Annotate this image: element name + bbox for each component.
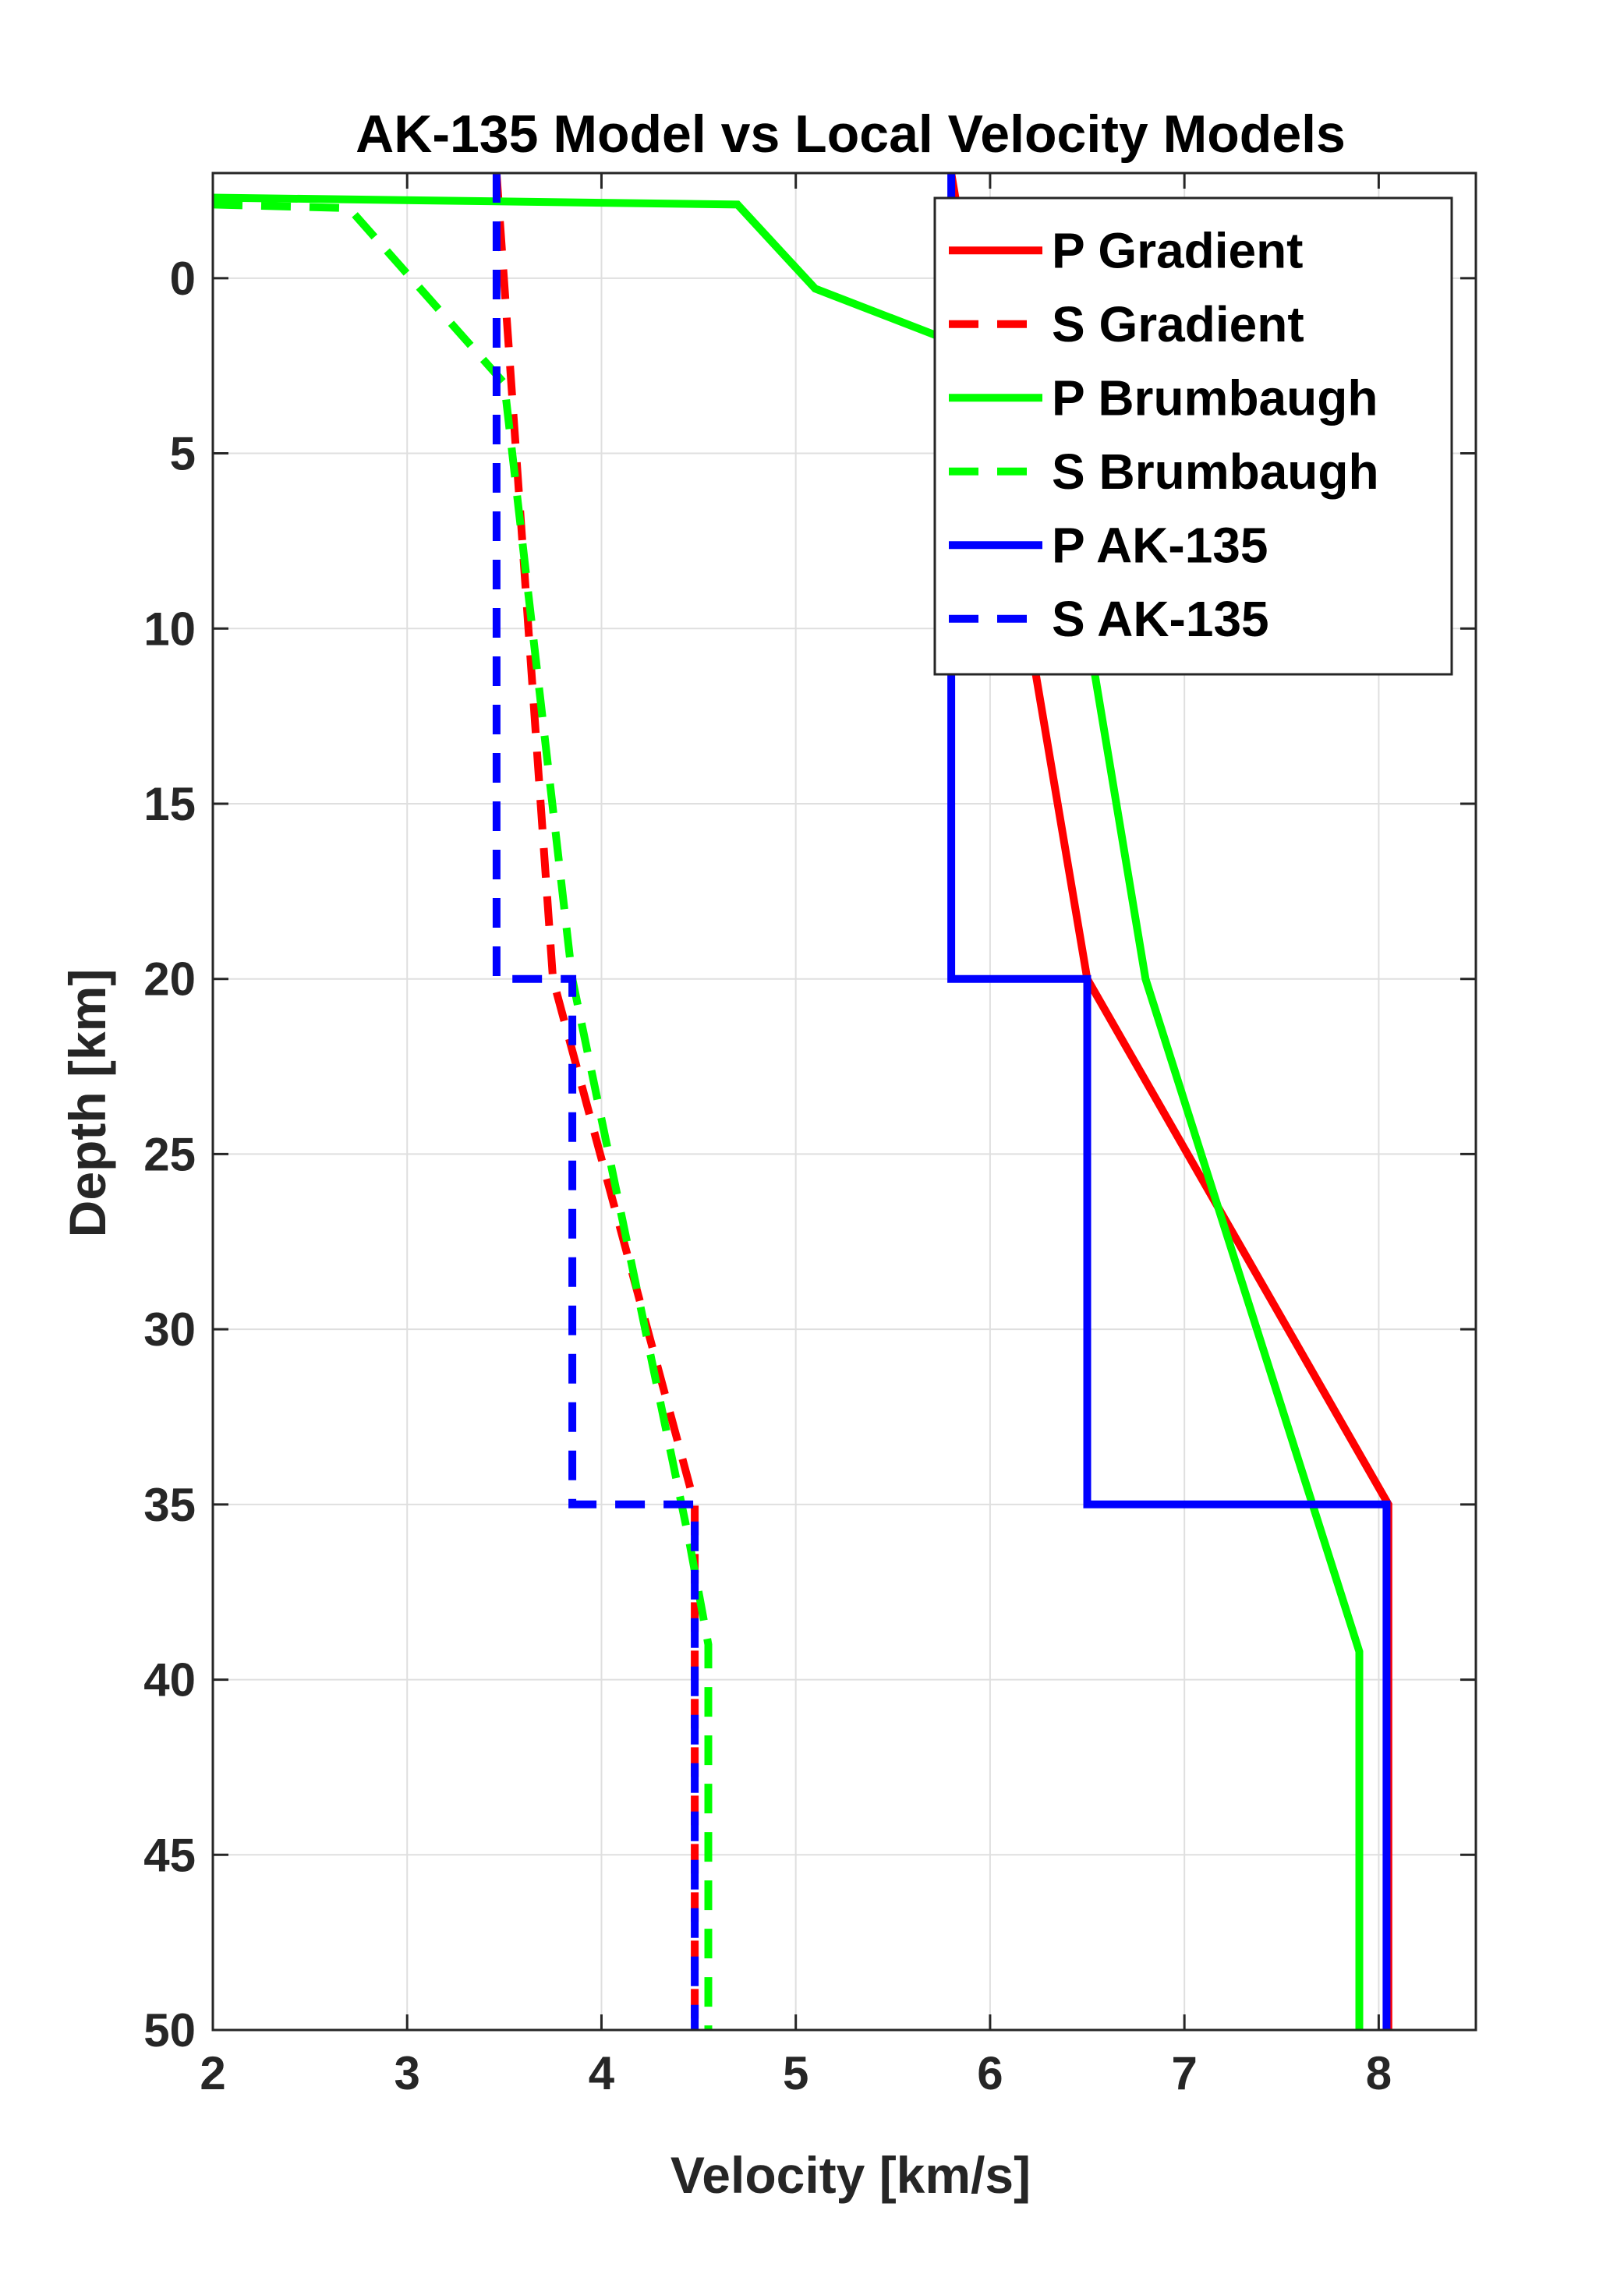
legend-label: S Gradient xyxy=(1052,296,1304,352)
legend-label: S AK-135 xyxy=(1052,591,1269,647)
y-tick-label: 15 xyxy=(143,778,196,830)
axes xyxy=(211,172,1477,2032)
x-axis-label: Velocity [km/s] xyxy=(670,2146,1031,2204)
x-tick-label: 4 xyxy=(589,2047,615,2099)
legend-label: P Brumbaugh xyxy=(1052,370,1378,426)
y-tick-label: 45 xyxy=(143,1829,196,1881)
y-tick-label: 10 xyxy=(143,603,196,655)
x-tick-label: 5 xyxy=(783,2047,808,2099)
legend: P Gradient S Gradient P Brumbaugh S Brumbau… xyxy=(933,196,1453,676)
y-tick-label: 40 xyxy=(143,1654,196,1706)
series-line-s-gradient xyxy=(492,173,699,2030)
chart-title: AK-135 Model vs Local Velocity Models xyxy=(356,104,1346,164)
y-tick-label: 0 xyxy=(170,253,196,305)
legend-label: P AK-135 xyxy=(1052,517,1268,573)
x-tick-label: 2 xyxy=(200,2047,225,2099)
x-tick-label: 3 xyxy=(395,2047,420,2099)
legend-label: P Gradient xyxy=(1052,222,1303,278)
series-line-s-ak-135 xyxy=(492,173,699,2030)
y-tick-label: 25 xyxy=(143,1128,196,1180)
y-tick-label: 30 xyxy=(143,1303,196,1356)
y-tick-label: 20 xyxy=(143,953,196,1006)
y-tick-label: 50 xyxy=(143,2004,196,2057)
plot-frame xyxy=(211,172,1477,2032)
y-axis-label: Depth [km] xyxy=(58,969,116,1238)
x-tick-label: 7 xyxy=(1171,2047,1197,2099)
x-tick-label: 6 xyxy=(977,2047,1003,2099)
series-line-s-brumbaugh xyxy=(213,200,713,2030)
series-line-p-ak-135 xyxy=(947,173,1391,2030)
legend-box xyxy=(933,196,1453,676)
x-tick-label: 8 xyxy=(1366,2047,1392,2099)
y-tick-label: 5 xyxy=(170,428,196,480)
legend-label: S Brumbaugh xyxy=(1052,444,1379,500)
y-tick-label: 35 xyxy=(143,1479,196,1531)
